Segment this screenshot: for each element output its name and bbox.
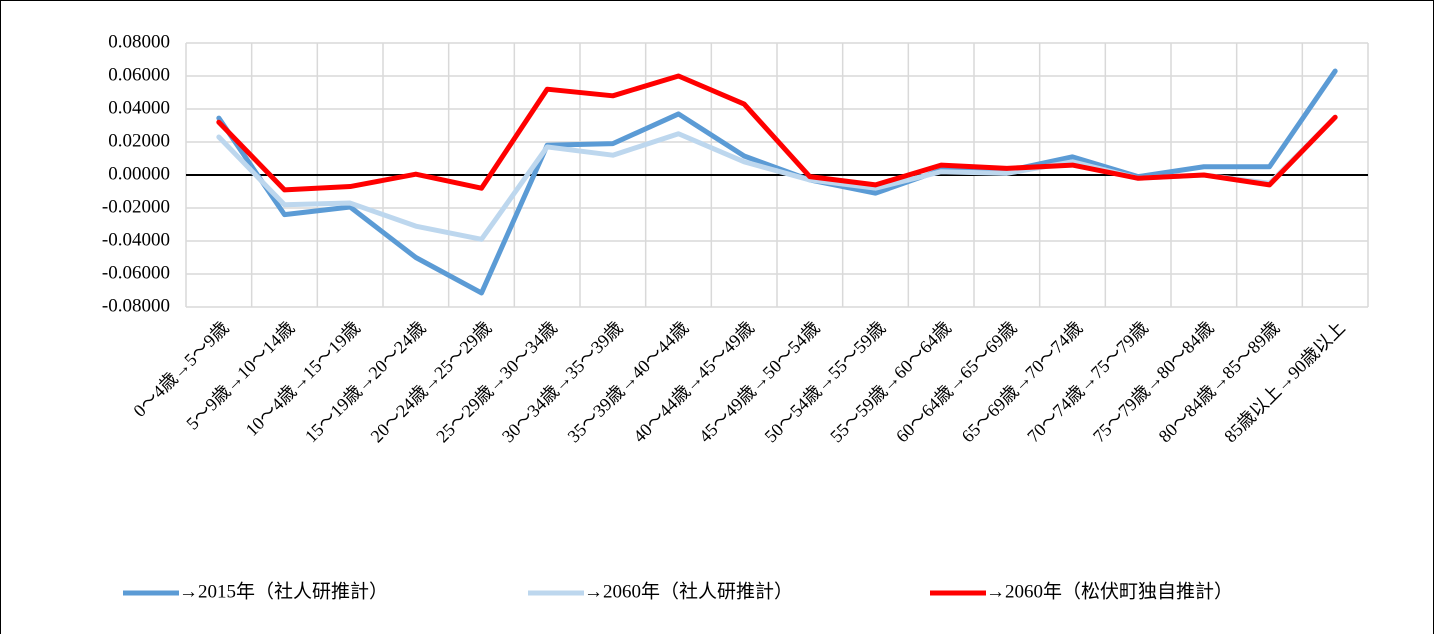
y-tick-label: 0.00000 [108, 163, 170, 184]
y-tick-label: -0.06000 [102, 262, 170, 283]
y-tick-label: -0.04000 [102, 229, 170, 250]
legend-label: →2015年（社人研推計） [179, 580, 388, 602]
legend-label: →2060年（松伏町独自推計） [986, 580, 1233, 602]
y-tick-label: 0.08000 [108, 31, 170, 52]
y-tick-label: -0.02000 [102, 196, 170, 217]
legend-label: →2060年（社人研推計） [584, 580, 793, 602]
series-line [216, 73, 1338, 193]
y-tick-label: 0.02000 [108, 130, 170, 151]
y-tick-label: 0.04000 [108, 97, 170, 118]
y-tick-label: 0.06000 [108, 64, 170, 85]
series-line [216, 68, 1338, 296]
y-tick-label: -0.08000 [102, 295, 170, 316]
